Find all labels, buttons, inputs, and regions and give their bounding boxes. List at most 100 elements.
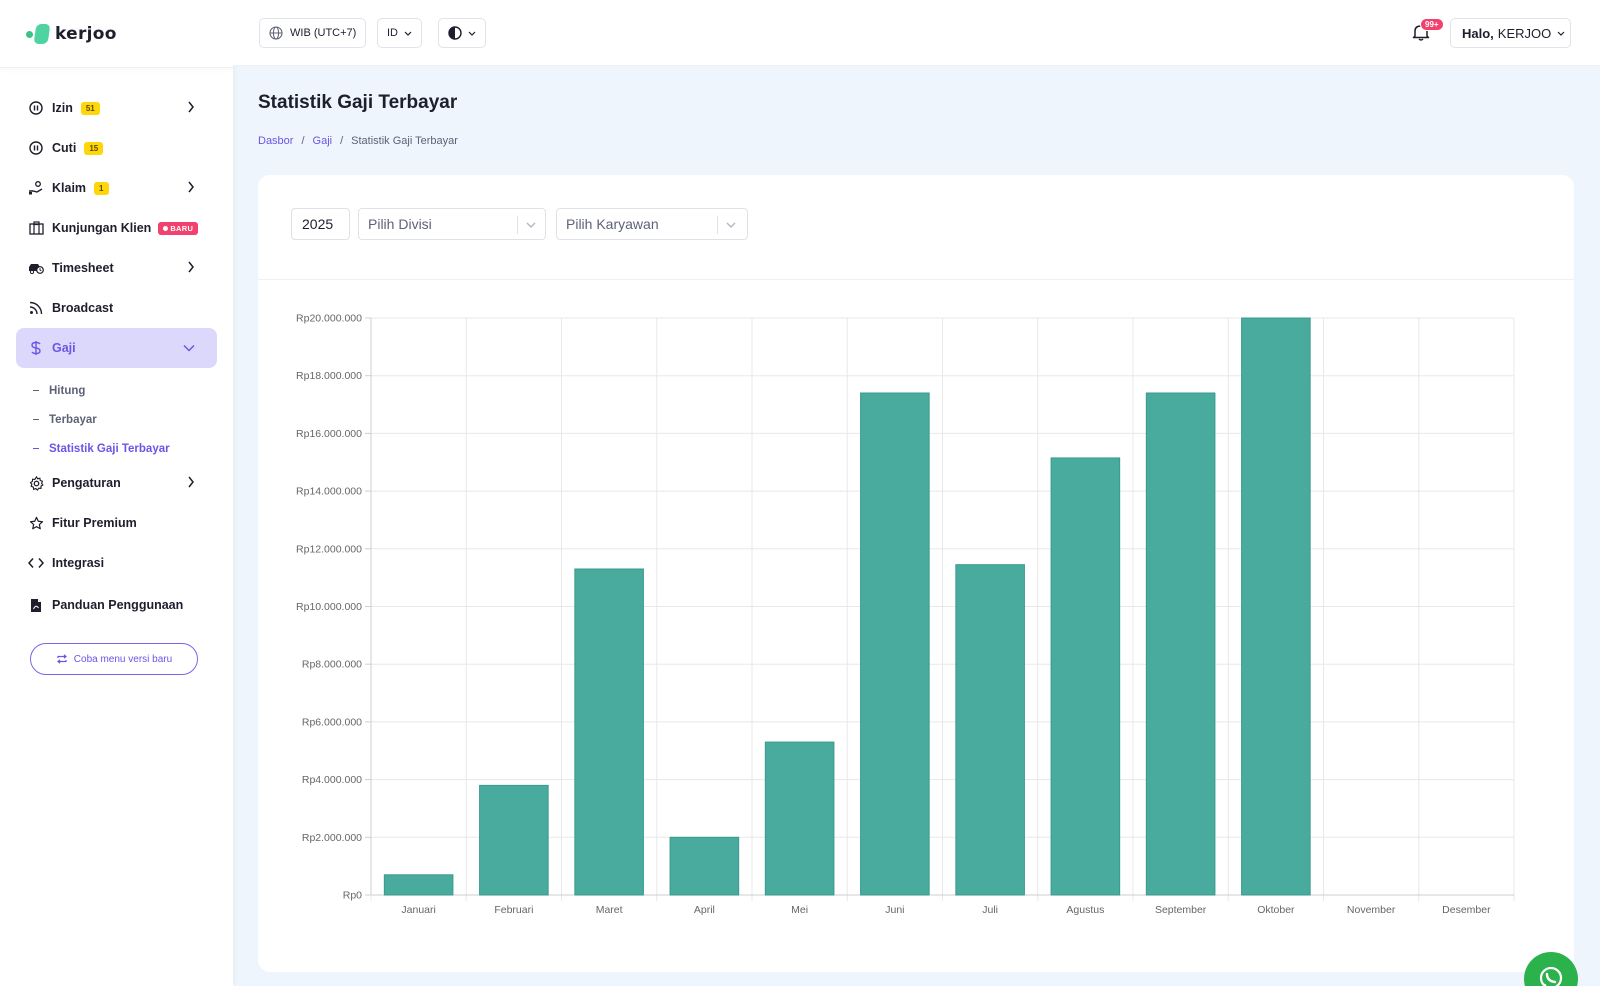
- chevron-right-icon: [187, 476, 195, 491]
- sidebar-item-fitur-premium[interactable]: Fitur Premium: [16, 503, 217, 543]
- sidebar-item-label: Timesheet: [52, 261, 114, 275]
- x-tick-label: November: [1347, 904, 1396, 916]
- globe-icon: [269, 26, 283, 40]
- sidebar-item-kunjungan-klien[interactable]: Kunjungan Klien BARU: [16, 208, 217, 248]
- y-tick-label: Rp10.000.000: [296, 601, 362, 613]
- gear-icon: [28, 475, 44, 491]
- x-tick-label: Mei: [791, 904, 808, 916]
- sidebar-item-pengaturan[interactable]: Pengaturan: [16, 463, 217, 503]
- chevron-down-icon: [526, 222, 536, 228]
- y-tick-label: Rp0: [343, 890, 362, 902]
- sidebar-item-timesheet[interactable]: Timesheet: [16, 248, 217, 288]
- sidebar-item-broadcast[interactable]: Broadcast: [16, 288, 217, 328]
- breadcrumb-current: Statistik Gaji Terbayar: [351, 135, 458, 147]
- y-tick-label: Rp8.000.000: [302, 659, 362, 671]
- language-label: ID: [387, 27, 398, 39]
- sidebar-item-klaim[interactable]: Klaim 1: [16, 168, 217, 208]
- subitem-label: Terbayar: [49, 413, 97, 426]
- contrast-icon: [448, 26, 462, 40]
- dash-icon: [33, 418, 39, 421]
- whatsapp-icon: [1539, 966, 1563, 986]
- sidebar-item-label: Pengaturan: [52, 476, 121, 490]
- user-name: KERJOO: [1497, 25, 1552, 41]
- sidebar-item-label: Gaji: [52, 341, 76, 355]
- chevron-right-icon: [187, 261, 195, 276]
- chevron-down-icon: [1557, 31, 1565, 36]
- bar-mei: [764, 741, 835, 896]
- chevron-down-icon: [726, 222, 736, 228]
- filter-bar: 2025 Pilih Divisi Pilih Karyawan: [258, 175, 1574, 280]
- count-badge: 51: [80, 101, 100, 115]
- x-tick-label: September: [1155, 904, 1207, 916]
- brand-name: kerjoo: [55, 23, 117, 44]
- bar-agustus: [1050, 457, 1121, 896]
- x-tick-label: Februari: [494, 904, 533, 916]
- sidebar-item-gaji[interactable]: Gaji: [16, 328, 217, 368]
- bar-oktober: [1241, 317, 1311, 896]
- breadcrumb: Dasbor / Gaji / Statistik Gaji Terbayar: [258, 135, 458, 147]
- breadcrumb-gaji[interactable]: Gaji: [312, 135, 333, 147]
- pause-circle-icon: [28, 100, 44, 116]
- sidebar-item-label: Klaim: [52, 181, 87, 195]
- sidebar-item-label: Fitur Premium: [52, 516, 137, 530]
- sidebar-item-cuti[interactable]: Cuti 15: [16, 128, 217, 168]
- building-icon: [28, 220, 44, 236]
- bar-juli: [955, 564, 1025, 896]
- y-tick-label: Rp14.000.000: [296, 486, 362, 498]
- sidebar-item-integrasi[interactable]: Integrasi: [16, 543, 217, 583]
- employee-placeholder: Pilih Karyawan: [566, 216, 659, 232]
- x-tick-label: Juni: [885, 904, 904, 916]
- subitem-label: Statistik Gaji Terbayar: [49, 442, 170, 455]
- sidebar-item-label: Kunjungan Klien: [52, 221, 152, 235]
- employee-select[interactable]: Pilih Karyawan: [556, 208, 748, 240]
- x-tick-label: Juli: [982, 904, 998, 916]
- dash-icon: [33, 447, 39, 450]
- count-badge: 1: [94, 181, 109, 195]
- kerjoo-logo-icon: [26, 23, 52, 44]
- bar-maret: [574, 568, 644, 896]
- y-tick-label: Rp6.000.000: [302, 716, 362, 728]
- code-icon: [28, 555, 44, 571]
- sidebar-subitem-hitung[interactable]: Hitung: [0, 376, 233, 405]
- notification-badge: 99+: [1420, 18, 1444, 31]
- theme-toggle[interactable]: [438, 18, 486, 48]
- topbar: WIB (UTC+7) ID 99+ Halo, KERJOO: [233, 0, 1600, 66]
- chevron-right-icon: [187, 101, 195, 116]
- sidebar-item-izin[interactable]: Izin 51: [16, 88, 217, 128]
- year-input[interactable]: 2025: [291, 208, 350, 240]
- rss-icon: [28, 300, 44, 316]
- y-tick-label: Rp2.000.000: [302, 832, 362, 844]
- user-menu-button[interactable]: Halo, KERJOO: [1450, 18, 1571, 48]
- dash-icon: [33, 389, 39, 392]
- bar-september: [1145, 392, 1216, 896]
- breadcrumb-separator: /: [340, 135, 344, 147]
- try-new-menu-button[interactable]: Coba menu versi baru: [30, 643, 198, 675]
- language-selector[interactable]: ID: [377, 18, 422, 48]
- sidebar-item-label: Panduan Penggunaan: [52, 598, 184, 612]
- sidebar-subitem-statistik[interactable]: Statistik Gaji Terbayar: [0, 434, 233, 463]
- sidebar-item-label: Integrasi: [52, 556, 105, 570]
- select-separator: [717, 216, 718, 234]
- y-tick-label: Rp20.000.000: [296, 313, 362, 325]
- greeting-label: Halo,: [1462, 25, 1494, 41]
- sidebar-subitem-terbayar[interactable]: Terbayar: [0, 405, 233, 434]
- sidebar-item-panduan[interactable]: Panduan Penggunaan: [16, 585, 217, 625]
- statistics-card: 2025 Pilih Divisi Pilih Karyawan Rp0 Rp2.…: [258, 175, 1574, 972]
- bar-april: [669, 836, 740, 896]
- brand-logo[interactable]: kerjoo: [0, 0, 233, 68]
- subitem-label: Hitung: [49, 384, 86, 397]
- page-title: Statistik Gaji Terbayar: [258, 92, 458, 113]
- breadcrumb-dasbor[interactable]: Dasbor: [258, 135, 294, 147]
- spacer: [0, 368, 233, 376]
- sidebar: kerjoo Izin 51 Cuti 15 Klaim 1 Kunjungan…: [0, 0, 233, 986]
- star-icon: [28, 515, 44, 531]
- sidebar-item-label: Izin: [52, 101, 73, 115]
- sidebar-item-label: Broadcast: [52, 301, 114, 315]
- car-clock-icon: [28, 260, 44, 276]
- timezone-label: WIB (UTC+7): [290, 27, 357, 39]
- y-tick-label: Rp16.000.000: [296, 428, 362, 440]
- x-tick-label: Maret: [596, 904, 623, 916]
- division-select[interactable]: Pilih Divisi: [358, 208, 546, 240]
- timezone-selector[interactable]: WIB (UTC+7): [259, 18, 367, 48]
- x-tick-label: Oktober: [1257, 904, 1295, 916]
